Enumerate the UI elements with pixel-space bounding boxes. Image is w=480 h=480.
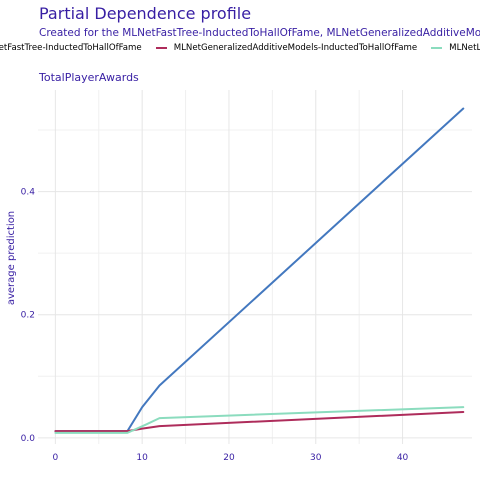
y-axis-title: average prediction [6, 211, 17, 305]
x-tick-label: 30 [310, 453, 322, 463]
legend-item-fasttree: MLNetFastTree-InductedToHallOfFame [0, 43, 142, 53]
legend: MLNetFastTree-InductedToHallOfFame MLNet… [0, 41, 480, 55]
series-line-lightgbm [54, 406, 465, 434]
legend-label-lightgbm: MLNetLightGbm-InductedToHallOfFame [449, 43, 480, 53]
legend-item-gam: MLNetGeneralizedAdditiveModels-InductedT… [155, 43, 418, 53]
legend-label-fasttree: MLNetFastTree-InductedToHallOfFame [0, 43, 142, 53]
x-tick-label: 20 [223, 453, 235, 463]
chart-subtitle: Created for the MLNetFastTree-InductedTo… [39, 27, 480, 39]
axis-ticks: 0 10 20 30 40 0.0 0.2 0.4 [21, 188, 409, 463]
legend-swatch-gam [155, 47, 167, 49]
x-tick-label: 10 [136, 453, 148, 463]
y-tick-label: 0.0 [21, 434, 36, 444]
series-line-gam [54, 411, 465, 433]
series-lines [54, 107, 465, 434]
legend-swatch-lightgbm [431, 47, 443, 49]
legend-label-gam: MLNetGeneralizedAdditiveModels-InductedT… [173, 43, 418, 53]
x-tick-label: 0 [52, 453, 58, 463]
chart-title: Partial Dependence profile [39, 4, 252, 23]
panel-label: TotalPlayerAwards [39, 71, 139, 84]
y-tick-label: 0.4 [21, 188, 36, 198]
legend-item-lightgbm: MLNetLightGbm-InductedToHallOfFame [431, 43, 480, 53]
grid-lines [38, 90, 472, 444]
x-tick-label: 40 [397, 453, 409, 463]
y-tick-label: 0.2 [21, 311, 35, 321]
